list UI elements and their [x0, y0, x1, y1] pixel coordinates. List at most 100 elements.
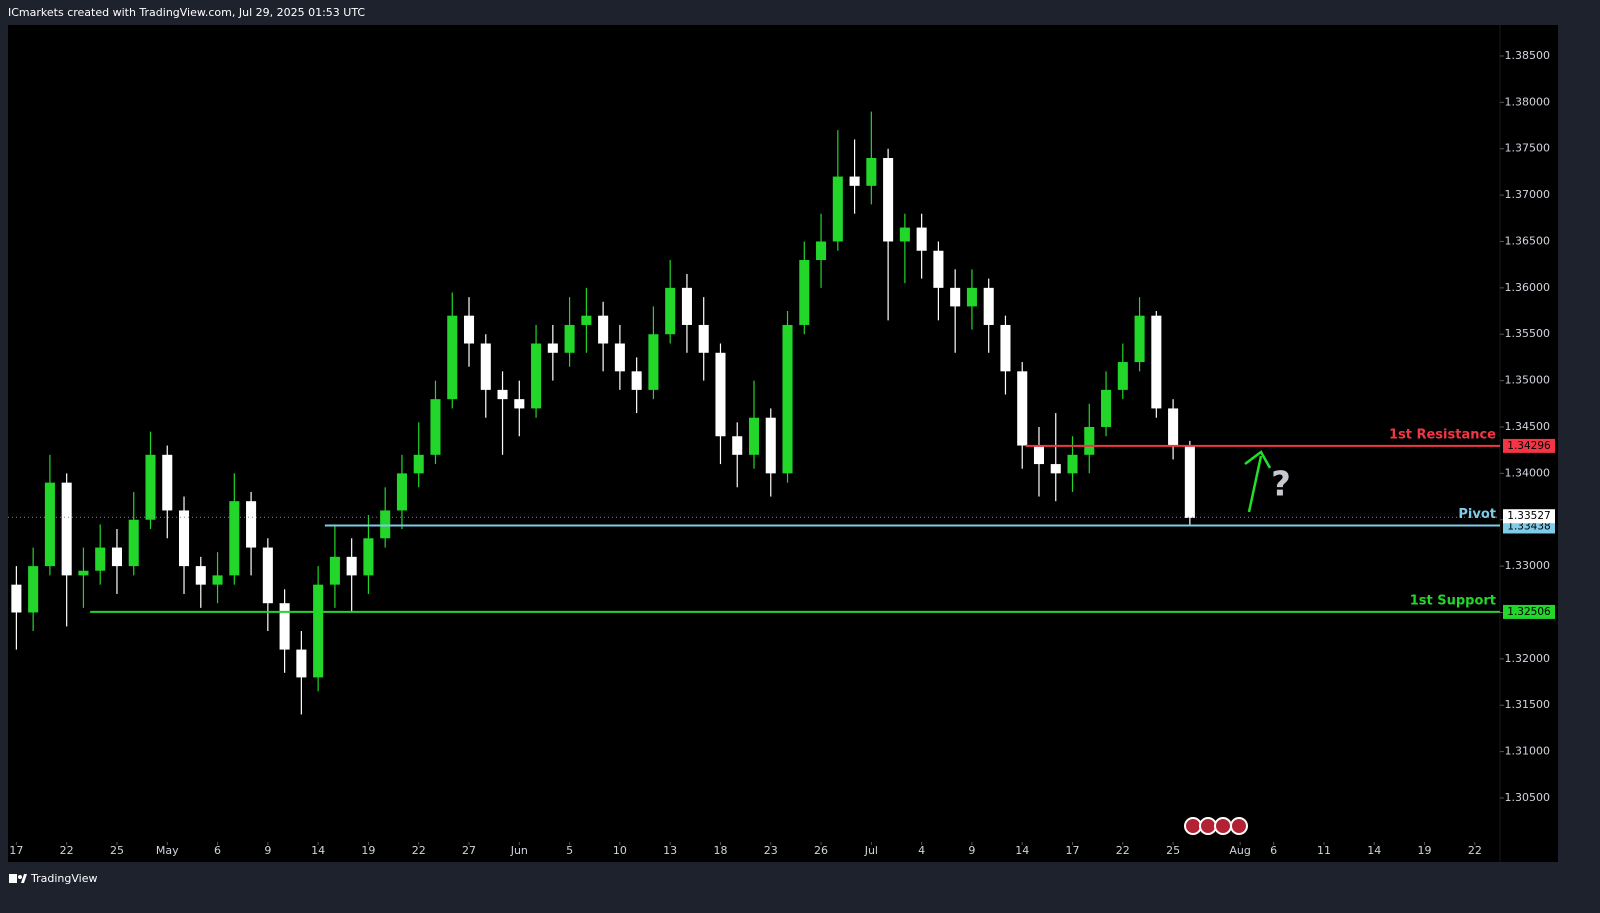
candle-body [61, 482, 72, 576]
candle-body [648, 334, 659, 390]
candle-body [547, 343, 558, 353]
y-tick-label: 1.36000 [1505, 281, 1551, 294]
logo-mark [18, 875, 22, 879]
x-tick-label: 14 [1015, 844, 1029, 857]
price-tag [1503, 509, 1555, 524]
level-label: Pivot [1458, 507, 1496, 522]
x-tick-label: Jun [510, 844, 528, 857]
x-tick-label: 18 [713, 844, 727, 857]
x-tick-label: May [156, 844, 179, 857]
candle-body [246, 501, 257, 548]
candle-body [1134, 315, 1145, 363]
candle-body [28, 566, 39, 613]
candle-body [212, 575, 223, 585]
candle-body [1033, 445, 1045, 465]
candle-body [983, 287, 994, 325]
candle-body [195, 566, 206, 585]
x-tick-label: 17 [9, 844, 23, 857]
candle-body [363, 538, 374, 576]
x-tick-label: 26 [814, 844, 828, 857]
candle-body [514, 399, 525, 409]
x-tick-label: Aug [1229, 844, 1250, 857]
candle-body [581, 315, 592, 325]
candle-body [531, 343, 542, 409]
candle-body [1067, 454, 1078, 474]
candle-body [1050, 464, 1061, 474]
candle-body [413, 454, 424, 474]
candle-body [111, 547, 122, 567]
candle-body [883, 158, 894, 242]
x-tick-label: 22 [1116, 844, 1130, 857]
x-tick-label: 10 [613, 844, 627, 857]
y-tick-label: 1.35500 [1505, 327, 1551, 340]
candle-body [799, 260, 810, 325]
x-tick-label: 22 [1468, 844, 1482, 857]
event-icon [1199, 817, 1217, 835]
x-tick-label: 22 [60, 844, 74, 857]
header-text: ICmarkets created with TradingView.com, … [8, 6, 365, 19]
price-tag-label: 1.32506 [1507, 606, 1551, 618]
candle-body [1151, 315, 1162, 409]
candle-body [933, 250, 944, 288]
candle-body [598, 315, 609, 344]
x-tick-label: 27 [462, 844, 476, 857]
y-tick-label: 1.35000 [1505, 374, 1551, 387]
candle-body [229, 501, 240, 576]
candle-body [396, 473, 407, 511]
candle-body [614, 343, 625, 372]
y-tick-label: 1.31500 [1505, 698, 1551, 711]
event-icon [1230, 817, 1248, 835]
question-mark: ? [1271, 465, 1291, 505]
candle-body [480, 343, 491, 390]
x-tick-label: 9 [264, 844, 271, 857]
candle-body [128, 519, 139, 567]
event-icon [1184, 817, 1202, 835]
candle-body [380, 510, 391, 539]
logo-mark [21, 874, 27, 883]
footer-logo [9, 874, 27, 883]
y-tick-label: 1.37500 [1505, 142, 1551, 155]
price-tag-label: 1.34296 [1507, 440, 1551, 452]
y-tick-label: 1.37000 [1505, 188, 1551, 201]
candle-body [966, 287, 977, 307]
y-tick-label: 1.31000 [1505, 745, 1551, 758]
candle-body [866, 158, 877, 186]
candle-body [715, 352, 726, 437]
price-tag [1503, 604, 1555, 619]
level-label: 1st Support [1410, 593, 1496, 608]
x-tick-label: 25 [110, 844, 124, 857]
candle-body [765, 417, 776, 474]
y-tick-label: 1.30500 [1505, 791, 1551, 804]
event-icon [1214, 817, 1232, 835]
candles [11, 111, 1195, 715]
candle-body [329, 556, 340, 585]
candle-body [346, 556, 357, 576]
y-tick-label: 1.36500 [1505, 234, 1551, 247]
x-tick-label: 14 [1367, 844, 1381, 857]
x-tick-label: 19 [361, 844, 375, 857]
candle-body [447, 315, 458, 400]
candle-body [832, 176, 843, 242]
candle-body [145, 454, 156, 520]
level-label: 1st Resistance [1389, 427, 1496, 442]
candle-body [631, 371, 642, 390]
y-tick-label: 1.38000 [1505, 95, 1551, 108]
event-icons [1184, 817, 1248, 835]
candle-body [950, 287, 961, 307]
candle-body [1017, 371, 1028, 446]
candle-body [497, 389, 508, 400]
candle-body [1000, 324, 1011, 372]
candle-body [1184, 445, 1195, 518]
candle-body [564, 324, 575, 353]
x-tick-label: Jul [864, 844, 878, 857]
x-tick-label: 22 [412, 844, 426, 857]
candle-body [262, 547, 273, 604]
candle-body [849, 176, 860, 186]
candle-body [665, 287, 676, 335]
candle-body [748, 417, 760, 455]
arrow-annotation [1244, 450, 1272, 513]
arrow-head [1244, 450, 1272, 469]
y-tick-label: 1.38500 [1505, 49, 1551, 62]
candle-body [899, 227, 910, 242]
